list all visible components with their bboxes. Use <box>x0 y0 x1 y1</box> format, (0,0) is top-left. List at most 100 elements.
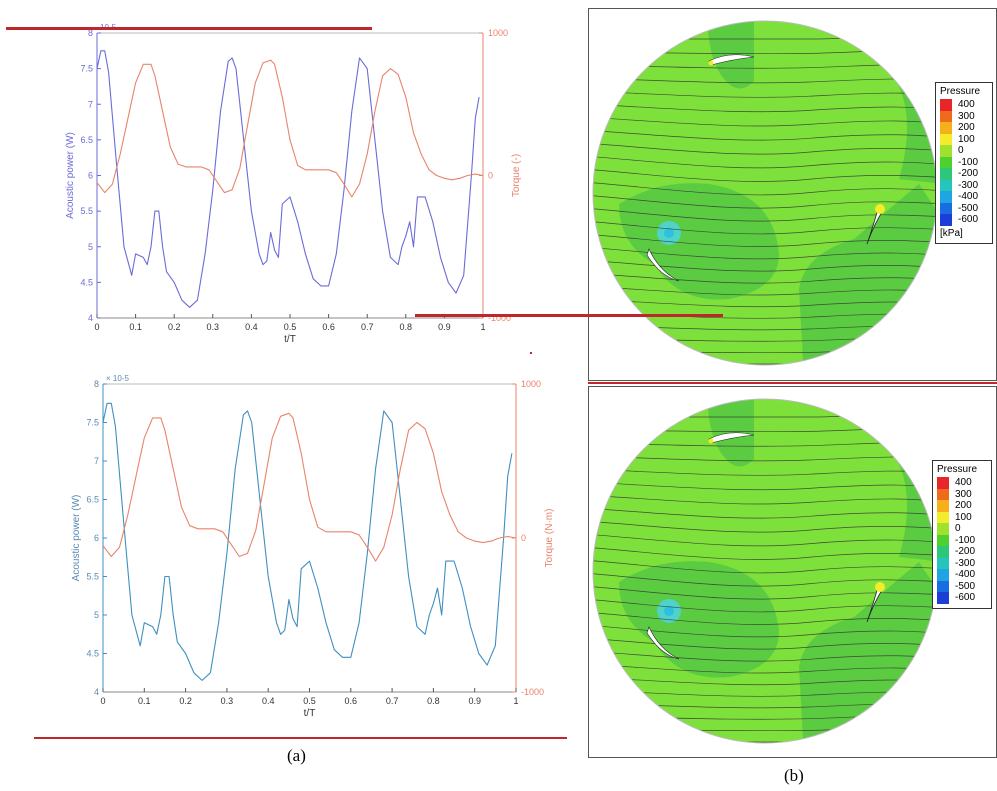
streamline <box>593 233 937 247</box>
legend-title: Pressure <box>937 464 978 475</box>
legend-level: 200 <box>955 500 972 512</box>
streamline <box>593 259 937 272</box>
legend-level: 400 <box>955 477 972 489</box>
flow-domain <box>593 21 937 365</box>
pressure-legend-bottom: Pressure 400 300 200 100 0 -100 -200 -300 -400 -50… <box>932 460 992 609</box>
legend-row: -100 <box>937 534 987 546</box>
streamline <box>593 546 937 560</box>
y2-tick-label: 1000 <box>521 379 541 389</box>
streamline <box>593 181 937 196</box>
top-left-chart: 0 0.1 0.2 0.3 0.4 0.5 0.6 0.7 0.8 0.9 1 4 4.5 5 5.5 6 6.… <box>65 23 522 345</box>
low-pressure-region <box>619 183 779 300</box>
y2-axis-label: Torque (N·m) <box>544 509 555 568</box>
y-tick-label: 7 <box>88 99 93 109</box>
legend-swatch <box>940 191 952 203</box>
legend-level: -600 <box>955 592 976 604</box>
legend-level: -600 <box>958 214 979 226</box>
low-pressure-region <box>707 21 754 89</box>
legend-swatch <box>940 122 952 134</box>
pressure-legend-top: Pressure 400 300 200 100 0 -100 -200 -300 -400 -50… <box>935 82 993 244</box>
low-pressure-region <box>707 399 754 467</box>
blade-lower-left <box>646 626 680 660</box>
caption-a: (a) <box>287 746 306 765</box>
legend-swatch <box>937 546 949 558</box>
blade-right <box>866 204 885 245</box>
x-tick-label: 0.3 <box>207 322 220 332</box>
blade-tip <box>708 60 714 66</box>
x-tick-label: 0.7 <box>386 696 399 706</box>
low-pressure-region <box>619 561 779 678</box>
x-tick-label: 0.7 <box>361 322 374 332</box>
legend-level: -400 <box>958 191 979 203</box>
x-tick-label: 0.4 <box>262 696 275 706</box>
x-axis-label: t/T <box>304 708 316 719</box>
y-tick-label: 5.5 <box>80 206 93 216</box>
suction-peak <box>664 228 674 238</box>
legend-row: -500 <box>940 202 988 214</box>
legend-row: -500 <box>937 580 987 592</box>
legend-swatch <box>937 592 949 604</box>
legend-row: -300 <box>937 557 987 569</box>
y-tick-label: 4.5 <box>86 649 99 659</box>
legend-swatch <box>940 145 952 157</box>
streamline <box>593 598 937 613</box>
y-tick-label: 8 <box>88 28 93 38</box>
red-line-bottom <box>34 737 567 739</box>
x-tick-label: 0.9 <box>438 322 451 332</box>
blade-tip <box>875 582 885 592</box>
y-tick-label: 4 <box>94 687 99 697</box>
y-tick-label: 5 <box>94 610 99 620</box>
x-tick-label: 0.2 <box>179 696 192 706</box>
streamline <box>593 116 937 128</box>
legend-level: -200 <box>955 546 976 558</box>
y-tick-label: 8 <box>94 379 99 389</box>
legend-row: 0 <box>940 145 988 157</box>
bottom-left-chart: 0 0.1 0.2 0.3 0.4 0.5 0.6 0.7 0.8 0.9 1 4 4.5 5 5.5 6 6.… <box>71 374 555 719</box>
legend-level: 200 <box>958 122 975 134</box>
legend-swatch <box>940 202 952 214</box>
legend-row: -400 <box>937 569 987 581</box>
legend-row: 300 <box>940 110 988 122</box>
legend-level: -100 <box>958 156 979 168</box>
x-tick-label: 0.3 <box>221 696 234 706</box>
flow-domain <box>593 399 937 743</box>
acoustic-power-line <box>96 50 480 308</box>
legend-level: -300 <box>955 557 976 569</box>
x-tick-label: 0.5 <box>284 322 297 332</box>
legend-title: Pressure <box>940 86 981 97</box>
legend-row: -200 <box>937 546 987 558</box>
caption-b: (b) <box>784 766 804 785</box>
y-tick-label: 6.5 <box>80 135 93 145</box>
x-tick-label: 0.8 <box>427 696 440 706</box>
legend-level: 100 <box>958 133 975 145</box>
streamline <box>593 142 937 155</box>
legend-row: -600 <box>937 592 987 604</box>
legend-level: 0 <box>958 145 964 157</box>
x-tick-label: 0.9 <box>468 696 481 706</box>
x-tick-label: 1 <box>480 322 485 332</box>
legend-row: 400 <box>937 477 987 489</box>
x-tick-label: 0.5 <box>303 696 316 706</box>
legend-level: -200 <box>958 168 979 180</box>
legend-level: -300 <box>958 179 979 191</box>
streamline <box>593 155 937 169</box>
y2-tick-label: 0 <box>488 171 493 181</box>
streamline <box>593 207 937 222</box>
streamline <box>593 624 937 638</box>
flow-field-bottom <box>592 398 938 744</box>
y2-tick-label: -1000 <box>521 687 544 697</box>
torque-line <box>96 59 484 198</box>
y-tick-label: 7.5 <box>80 64 93 74</box>
blade-lower-left <box>646 248 680 282</box>
y-tick-label: 6 <box>88 171 93 181</box>
y2-tick-label: 0 <box>521 533 526 543</box>
legend-swatch <box>940 214 952 226</box>
y-tick-label: 7 <box>94 456 99 466</box>
x-tick-label: 1 <box>513 696 518 706</box>
legend-level: 300 <box>955 488 972 500</box>
x-tick-label: 0.8 <box>400 322 413 332</box>
y2-axis-label: Torque (-) <box>511 154 522 197</box>
plot-area <box>97 33 483 318</box>
legend-level: 400 <box>958 99 975 111</box>
legend-level: -500 <box>955 580 976 592</box>
